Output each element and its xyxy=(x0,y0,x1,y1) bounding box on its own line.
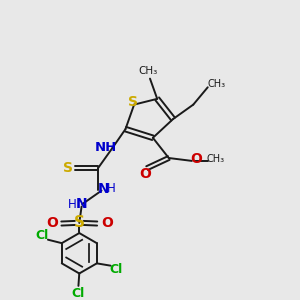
Text: S: S xyxy=(128,95,138,109)
Text: H: H xyxy=(68,198,76,211)
Text: N: N xyxy=(98,182,110,196)
Text: NH: NH xyxy=(95,141,117,154)
Text: O: O xyxy=(190,152,202,167)
Text: Cl: Cl xyxy=(35,229,48,242)
Text: Cl: Cl xyxy=(72,287,85,300)
Text: Cl: Cl xyxy=(110,263,123,276)
Text: CH₃: CH₃ xyxy=(207,80,226,89)
Text: O: O xyxy=(101,216,112,230)
Text: S: S xyxy=(74,214,85,230)
Text: CH₃: CH₃ xyxy=(138,66,157,76)
Text: O: O xyxy=(140,167,152,182)
Text: N: N xyxy=(76,197,87,212)
Text: S: S xyxy=(63,161,73,175)
Text: O: O xyxy=(46,216,58,230)
Text: H: H xyxy=(107,182,116,195)
Text: CH₃: CH₃ xyxy=(207,154,225,164)
